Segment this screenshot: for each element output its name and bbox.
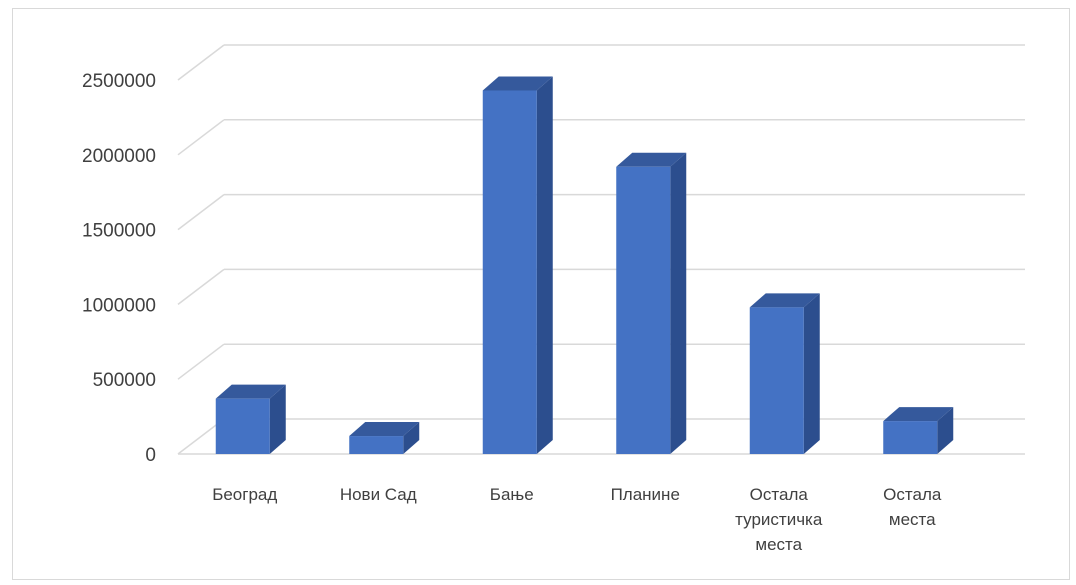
y-tick-label: 500000 (93, 370, 156, 391)
category-labels: Београд Нови Сад Бање Планине Остала туристич… (212, 485, 942, 554)
bar (482, 76, 553, 455)
bar (883, 407, 954, 454)
bar (349, 422, 420, 454)
y-tick-label: 0 (145, 445, 156, 466)
y-tick-label: 1000000 (82, 295, 156, 316)
gridline-diagonal (177, 44, 225, 81)
bar-top-face (749, 293, 820, 308)
bar (616, 152, 687, 454)
y-axis-tick-labels: 0 500000 1000000 1500000 2000000 2500000 (82, 71, 156, 466)
gridline-diagonal (177, 119, 225, 156)
x-category-label: Нови Сад (340, 485, 417, 504)
y-tick-label: 2500000 (82, 71, 156, 92)
bar-side-face (269, 384, 286, 454)
x-category-label: Бање (490, 485, 534, 504)
bar-side-face (803, 293, 820, 454)
y-tick-label: 1500000 (82, 221, 156, 242)
gridline-diagonal (177, 343, 225, 380)
bar-side-face (937, 407, 954, 454)
bar (215, 384, 286, 454)
bar-side-face (403, 422, 420, 454)
bar-front-face (482, 90, 537, 455)
x-category-label: Планине (611, 485, 680, 504)
x-category-label: Остала места (883, 485, 942, 529)
gridline-diagonal (177, 194, 225, 231)
x-category-label: Београд (212, 485, 277, 504)
y-tick-label: 2000000 (82, 146, 156, 167)
bar-top-face (349, 422, 420, 437)
bar-front-face (349, 436, 404, 454)
bar-top-face (482, 76, 553, 91)
bar-front-face (883, 421, 938, 454)
bar-front-face (215, 398, 270, 454)
bar (749, 293, 820, 454)
bar-front-face (616, 166, 671, 454)
x-category-label: Остала туристичка места (735, 485, 823, 554)
bar-front-face (749, 307, 804, 454)
gridlines (177, 44, 1025, 455)
bar-top-face (616, 152, 687, 167)
bar-side-face (670, 152, 687, 454)
bar-top-face (883, 407, 954, 422)
bar-side-face (536, 76, 553, 455)
bar-top-face (215, 384, 286, 399)
gridline-diagonal (177, 268, 225, 305)
bars (215, 76, 954, 455)
